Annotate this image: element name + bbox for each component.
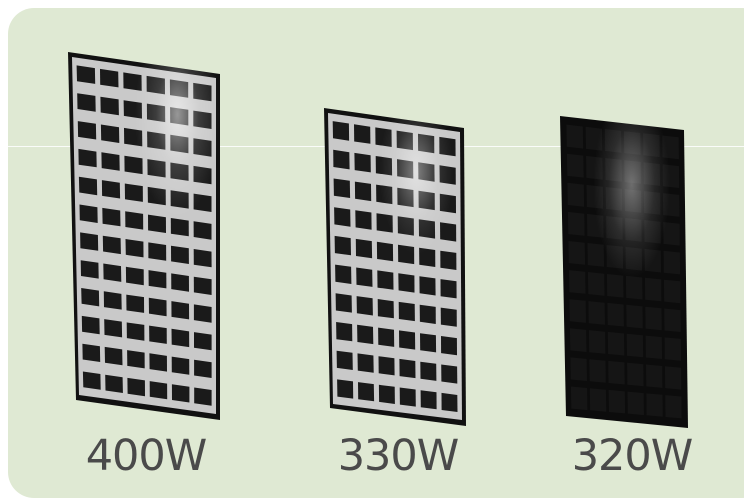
solar-panel-400w-image (58, 52, 230, 420)
panel-330w-label: 330W (337, 431, 460, 481)
solar-panel-320w-image (560, 116, 694, 428)
product-card: 400W 330W 320W (8, 8, 744, 498)
panel-400w-label: 400W (85, 431, 208, 481)
panel-320w-label: 320W (571, 431, 694, 481)
solar-panel-330w-image (324, 108, 474, 426)
